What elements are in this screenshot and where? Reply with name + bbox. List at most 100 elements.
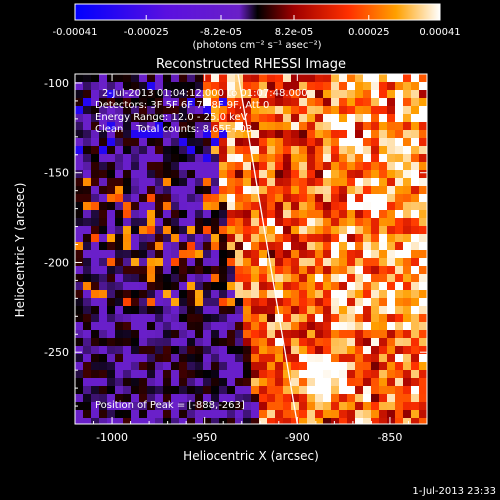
- heatmap-cell: [411, 250, 420, 259]
- heatmap-cell: [155, 410, 164, 419]
- heatmap-cell: [163, 154, 172, 163]
- heatmap-cell: [259, 170, 268, 179]
- heatmap-cell: [187, 74, 196, 83]
- heatmap-cell: [147, 122, 156, 131]
- heatmap-cell: [323, 122, 332, 131]
- heatmap-cell: [275, 258, 284, 267]
- heatmap-cell: [107, 338, 116, 347]
- heatmap-cell: [195, 378, 204, 387]
- heatmap-cell: [339, 370, 348, 379]
- heatmap-cell: [403, 210, 412, 219]
- heatmap-cell: [355, 146, 364, 155]
- heatmap-cell: [187, 138, 196, 147]
- heatmap-cell: [331, 402, 340, 411]
- heatmap-cell: [379, 418, 388, 424]
- heatmap-cell: [275, 154, 284, 163]
- heatmap-cell: [195, 210, 204, 219]
- heatmap-cell: [379, 170, 388, 179]
- heatmap-cell: [331, 226, 340, 235]
- heatmap-cell: [339, 82, 348, 91]
- heatmap-cell: [243, 306, 252, 315]
- heatmap-cell: [219, 362, 228, 371]
- heatmap-cell: [163, 170, 172, 179]
- heatmap-cell: [131, 186, 140, 195]
- heatmap-cell: [315, 394, 324, 403]
- heatmap-cell: [339, 138, 348, 147]
- heatmap-cell: [251, 378, 260, 387]
- heatmap-cell: [307, 322, 316, 331]
- heatmap-cell: [211, 146, 220, 155]
- heatmap-cell: [171, 122, 180, 131]
- heatmap-cell: [203, 298, 212, 307]
- heatmap-cell: [395, 114, 404, 123]
- heatmap-cell: [123, 386, 132, 395]
- heatmap-cell: [99, 106, 108, 115]
- heatmap-cell: [179, 266, 188, 275]
- heatmap-cell: [171, 298, 180, 307]
- heatmap-cell: [275, 386, 284, 395]
- heatmap-cell: [195, 274, 204, 283]
- heatmap-cell: [227, 346, 236, 355]
- heatmap-cell: [163, 306, 172, 315]
- heatmap-cell: [115, 130, 124, 139]
- heatmap-cell: [403, 314, 412, 323]
- heatmap-cell: [171, 162, 180, 171]
- heatmap-cell: [315, 170, 324, 179]
- heatmap-cell: [315, 74, 324, 83]
- heatmap-cell: [347, 146, 356, 155]
- heatmap-cell: [299, 194, 308, 203]
- heatmap-cell: [283, 242, 292, 251]
- heatmap-cell: [355, 98, 364, 107]
- heatmap-cell: [419, 266, 427, 275]
- heatmap-cell: [107, 306, 116, 315]
- heatmap-cell: [379, 346, 388, 355]
- heatmap-cell: [227, 90, 236, 99]
- heatmap-cell: [99, 194, 108, 203]
- heatmap-cell: [83, 394, 92, 403]
- heatmap-cell: [387, 346, 396, 355]
- heatmap-cell: [363, 298, 372, 307]
- heatmap-cell: [371, 242, 380, 251]
- heatmap-cell: [267, 346, 276, 355]
- heatmap-cell: [219, 122, 228, 131]
- heatmap-cell: [115, 354, 124, 363]
- heatmap-cell: [363, 226, 372, 235]
- heatmap-cell: [339, 274, 348, 283]
- heatmap-cell: [115, 378, 124, 387]
- heatmap-cell: [203, 290, 212, 299]
- heatmap-cell: [259, 186, 268, 195]
- heatmap-cell: [155, 322, 164, 331]
- heatmap-cell: [411, 122, 420, 131]
- heatmap-cell: [323, 394, 332, 403]
- heatmap-cell: [91, 154, 100, 163]
- heatmap-cell: [203, 82, 212, 91]
- heatmap-cell: [123, 218, 132, 227]
- heatmap-cell: [251, 186, 260, 195]
- heatmap-cell: [179, 74, 188, 83]
- heatmap-cell: [123, 306, 132, 315]
- heatmap-cell: [243, 346, 252, 355]
- heatmap-cell: [259, 338, 268, 347]
- heatmap-cell: [251, 354, 260, 363]
- heatmap-cell: [179, 274, 188, 283]
- heatmap-cell: [139, 370, 148, 379]
- heatmap-cell: [171, 178, 180, 187]
- heatmap-cell: [99, 362, 108, 371]
- heatmap-cell: [355, 226, 364, 235]
- heatmap-cell: [211, 354, 220, 363]
- heatmap-cell: [299, 186, 308, 195]
- heatmap-cell: [299, 162, 308, 171]
- heatmap-cell: [91, 386, 100, 395]
- heatmap-cell: [219, 186, 228, 195]
- y-axis-label: Heliocentric Y (arcsec): [13, 183, 27, 318]
- heatmap-cell: [195, 290, 204, 299]
- heatmap-cell: [395, 194, 404, 203]
- heatmap-cell: [267, 226, 276, 235]
- heatmap-cell: [371, 290, 380, 299]
- heatmap-cell: [331, 146, 340, 155]
- heatmap-cell: [99, 258, 108, 267]
- heatmap-cell: [371, 314, 380, 323]
- heatmap-cell: [395, 402, 404, 411]
- heatmap-cell: [379, 122, 388, 131]
- heatmap-cell: [107, 410, 116, 419]
